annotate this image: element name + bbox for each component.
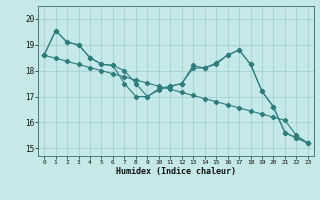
X-axis label: Humidex (Indice chaleur): Humidex (Indice chaleur) [116,167,236,176]
